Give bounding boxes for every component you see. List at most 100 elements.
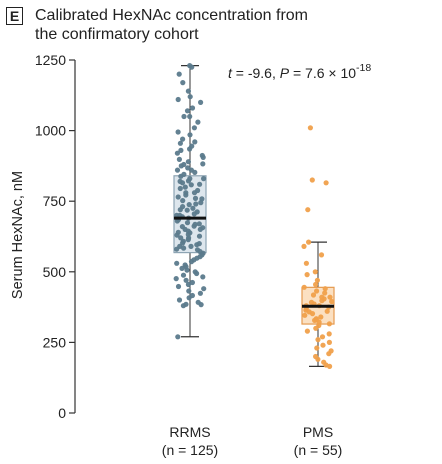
x-category-label: PMS [303,424,333,440]
data-point [176,71,182,77]
data-point [189,279,195,286]
data-point [197,181,203,187]
data-point [188,182,194,188]
data-point [176,297,183,303]
data-point [326,339,332,345]
data-point [197,226,203,232]
data-point [324,308,330,314]
data-point [191,190,198,196]
data-point [188,243,194,249]
data-point [319,294,325,300]
p-exponent: -18 [356,62,371,74]
x-category-label: RRMS [169,424,210,440]
data-point [187,132,193,138]
y-tick-label: 250 [43,334,67,350]
data-point [301,243,307,249]
data-point [177,140,183,146]
data-point [178,235,184,241]
data-point [181,245,187,251]
groups-layer [173,63,335,369]
data-point [314,288,320,294]
data-point [174,246,180,252]
data-point [176,156,182,162]
data-point [309,177,315,183]
data-point [326,351,332,357]
data-point [315,337,321,343]
data-point [178,147,184,153]
data-point [178,173,184,179]
data-point [175,96,181,103]
data-point [180,136,186,142]
data-point [301,284,307,290]
data-point [187,94,193,100]
p-symbol: P [280,65,290,81]
data-point [195,119,201,125]
data-point [201,176,207,182]
data-point [179,224,185,230]
data-point [192,139,198,145]
data-point [315,356,321,362]
statistics-annotation: t = -9.6, P = 7.6 × 10-18 [228,62,371,81]
data-point [187,146,193,152]
data-point [184,108,191,114]
panel-label: E [6,7,23,25]
data-point [201,286,207,292]
x-category-count: (n = 55) [294,442,343,458]
data-point [326,321,332,327]
chart-title: Calibrated HexNAc concentration from the… [35,6,375,44]
data-point [189,64,195,70]
data-point [329,298,335,305]
data-point [175,334,181,340]
data-point [313,281,319,288]
data-point [309,311,316,317]
data-point [306,239,312,245]
y-tick-label: 750 [43,193,67,209]
data-point [323,180,329,186]
data-point [193,201,199,207]
data-point [322,286,328,292]
data-point [185,237,191,243]
chart-title-line-2: the confirmatory cohort [35,26,199,43]
data-point [314,277,320,283]
data-point [185,88,191,94]
data-point [175,194,181,200]
data-point [180,240,186,246]
data-point [174,167,181,173]
data-point [312,269,318,275]
data-point [181,161,187,168]
data-point [196,221,202,227]
group-pms [301,125,335,369]
data-point [180,198,186,204]
data-point [184,220,191,226]
data-point [177,185,183,192]
chart-title-line-1: Calibrated HexNAc concentration from [35,7,309,24]
data-point [186,295,192,301]
data-point [177,178,183,184]
x-axis-labels: RRMS (n = 125) PMS (n = 55) [162,424,343,458]
y-tick-label: 0 [58,405,66,421]
data-point [179,265,185,271]
t-value: = -9.6, [232,65,280,81]
data-point [304,328,310,334]
data-point [174,212,180,218]
data-point [192,169,198,175]
data-point [185,159,191,165]
data-point [174,218,180,224]
data-point [187,113,193,120]
data-point [198,99,204,105]
x-category-count: (n = 125) [162,442,218,458]
p-value: = 7.6 × 10 [289,65,356,81]
data-point [191,211,197,217]
group-rrms [173,63,207,340]
data-point [180,272,187,278]
data-point [313,325,319,331]
data-point [183,301,189,307]
data-point [186,202,192,208]
data-point [183,277,189,283]
y-tick-label: 1000 [35,123,66,139]
data-point [327,363,333,369]
data-point [174,260,180,266]
data-point [322,290,328,296]
data-point [313,317,319,323]
t-symbol: t [228,65,233,81]
